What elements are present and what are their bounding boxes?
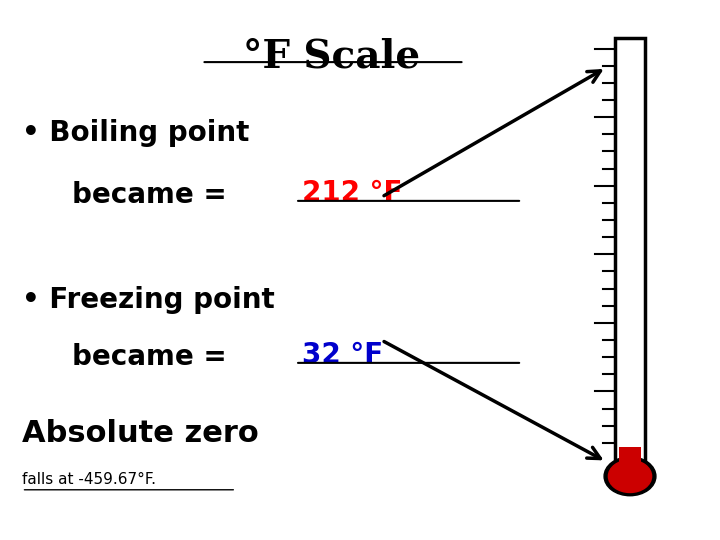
Text: 212 °F: 212 °F — [302, 179, 402, 207]
Text: became =: became = — [72, 181, 236, 209]
Text: falls at -459.67°F.: falls at -459.67°F. — [22, 472, 156, 488]
Text: • Freezing point: • Freezing point — [22, 286, 274, 314]
Text: °F Scale: °F Scale — [243, 38, 420, 76]
Text: 32 °F: 32 °F — [302, 341, 384, 369]
Bar — [615, 38, 645, 467]
Bar — [619, 43, 641, 462]
Text: became =: became = — [72, 343, 236, 371]
Circle shape — [604, 457, 656, 496]
Text: Absolute zero: Absolute zero — [22, 418, 258, 448]
Circle shape — [608, 460, 652, 492]
Bar — [619, 447, 641, 462]
Text: • Boiling point: • Boiling point — [22, 119, 249, 147]
